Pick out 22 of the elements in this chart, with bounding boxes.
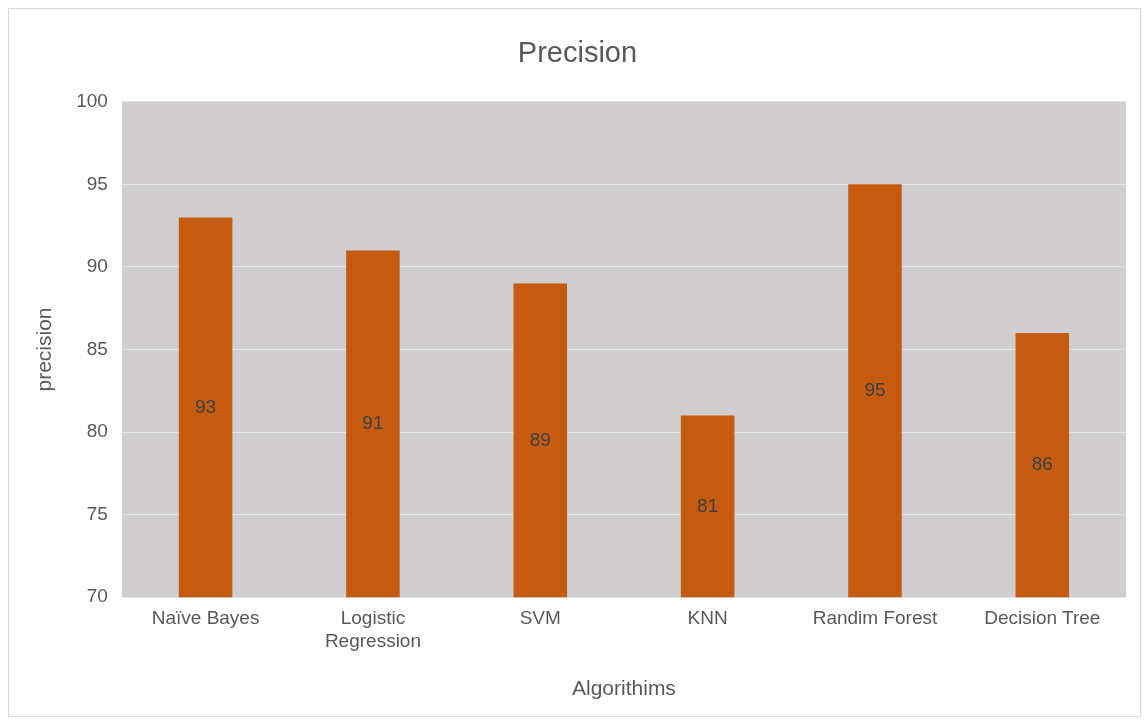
y-axis-title: precision [32,307,56,392]
x-tick-label: Logistic Regression [324,606,421,651]
y-tick-label: 80 [86,420,108,442]
data-label: 89 [529,428,551,450]
x-tick-label: KNN [687,606,728,628]
y-tick-label: 70 [86,585,108,607]
y-tick-label: 95 [86,172,108,194]
y-tick-label: 100 [76,90,108,112]
y-tick-label: 90 [86,255,108,277]
x-tick-label: SVM [519,606,561,628]
x-axis-title: Algorithims [572,676,676,700]
data-label: 81 [697,494,719,516]
data-label: 95 [864,379,886,401]
data-label: 86 [1031,453,1053,475]
chart-title: Precision [517,36,638,69]
x-tick-label: Decision Tree [984,606,1101,628]
y-tick-label: 85 [86,337,108,359]
data-label: 93 [195,395,217,417]
x-tick-label: Naïve Bayes [151,606,260,628]
x-tick-label: Randim Forest [812,606,938,628]
data-label: 91 [362,412,384,434]
y-tick-label: 75 [86,502,108,524]
